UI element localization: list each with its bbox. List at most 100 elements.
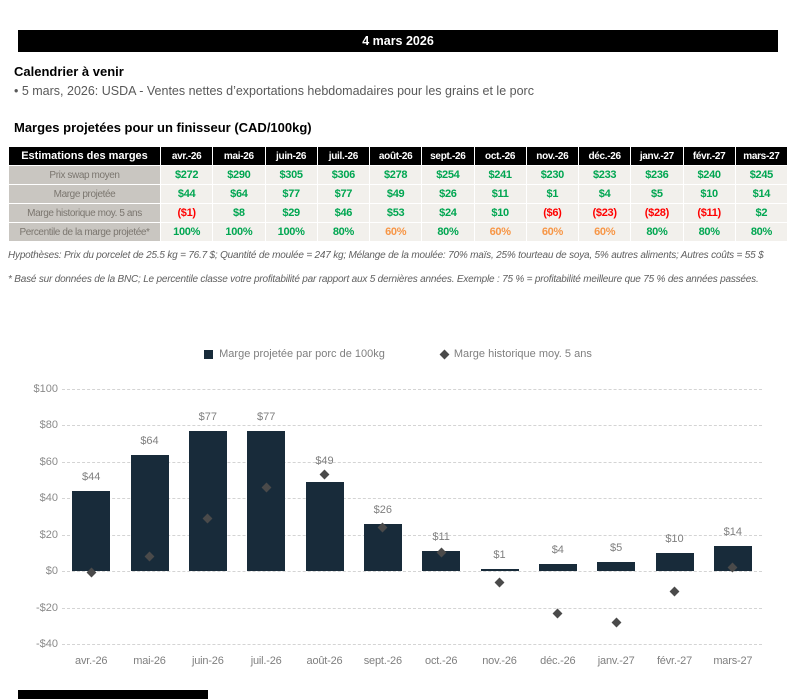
y-axis-label: $0: [45, 565, 58, 578]
bar: [305, 481, 344, 572]
bar-value-label: $64: [140, 434, 159, 447]
month-header: mars-27: [734, 146, 789, 166]
value-cell: $64: [212, 184, 266, 204]
value-cell: $236: [630, 165, 684, 185]
value-cell: $290: [212, 165, 266, 185]
row-label: Marge historique moy. 5 ans: [8, 203, 161, 223]
bar-value-label: $26: [373, 503, 392, 516]
month-header: août-26: [368, 146, 423, 166]
legend-item-historic-margin: Marge historique moy. 5 ans: [439, 348, 592, 360]
diamond-marker: [319, 469, 330, 480]
y-axis-label: -$20: [35, 601, 58, 614]
bar-value-label: $44: [81, 471, 101, 483]
x-axis-label: nov.-26: [482, 655, 517, 667]
chart-legend: Marge projetée par porc de 100kg Marge h…: [0, 348, 796, 360]
table-corner-header: Estimations des marges: [8, 146, 161, 166]
row-label: Percentile de la marge projetée*: [8, 222, 161, 242]
month-header: janv.-27: [630, 146, 684, 166]
table-body: Prix swap moyen $272 $290 $305 $306 $278 $254 $…: [8, 165, 789, 242]
value-cell: 80%: [316, 222, 371, 242]
plot-area: $100 $80 $60 $40 $20 $0 -$20 -$40 $44 avr.-26 $64 m…: [34, 383, 762, 667]
value-cell: $77: [264, 184, 318, 204]
table-row: Marge projetée $44 $64 $77 $77 $49 $26 $11 $1 $4 $…: [8, 184, 789, 204]
month-header: déc.-26: [577, 146, 632, 166]
diamond-series-swatch-icon: [439, 349, 450, 359]
gridline: [62, 498, 762, 500]
value-cell: $8: [212, 203, 266, 223]
gridline: [62, 607, 762, 609]
legend-item-projected-margin: Marge projetée par porc de 100kg: [204, 348, 385, 360]
gridline: [62, 644, 762, 645]
x-axis-label: févr.-27: [656, 655, 693, 667]
row-label: Marge projetée: [8, 184, 161, 204]
gridline: [62, 389, 762, 390]
table-row: Prix swap moyen $272 $290 $305 $306 $278 $254 $…: [8, 165, 789, 185]
value-cell: $230: [525, 165, 580, 185]
value-cell: 100%: [212, 222, 266, 242]
value-cell: $14: [734, 184, 789, 204]
value-cell: $233: [577, 165, 632, 185]
value-cell: $24: [421, 203, 475, 223]
value-cell: ($6): [525, 203, 580, 223]
value-cell: ($11): [682, 203, 736, 223]
bar-value-label: $5: [610, 542, 623, 555]
month-header: sept.-26: [421, 146, 475, 166]
value-cell: $241: [473, 165, 527, 185]
value-cell: 80%: [682, 222, 736, 242]
bar: [655, 552, 694, 572]
value-cell: $254: [421, 165, 475, 185]
next-section-banner: [18, 690, 208, 699]
percentile-footnote: * Basé sur données de la BNC; Le percent…: [8, 274, 759, 285]
diamond-marker: [552, 608, 563, 618]
bar: [597, 562, 636, 572]
x-axis-label: déc.-26: [540, 655, 576, 667]
value-cell: 100%: [264, 222, 318, 242]
value-cell: $272: [159, 165, 214, 185]
value-cell: 80%: [734, 222, 789, 242]
value-cell: $77: [316, 184, 371, 204]
bar-value-label: $11: [432, 531, 450, 544]
value-cell: 60%: [368, 222, 423, 242]
x-axis-label: mai-26: [133, 655, 166, 667]
bar-value-label: $77: [256, 410, 276, 423]
value-cell: 60%: [577, 222, 632, 242]
bar: [72, 491, 111, 572]
table-row: Marge historique moy. 5 ans ($1) $8 $29 $46 $…: [8, 203, 789, 223]
gridline: [62, 425, 762, 427]
x-axis-label: sept.-26: [363, 655, 402, 667]
x-axis-label: juil.-26: [250, 655, 282, 667]
bar: [480, 569, 519, 572]
bar: [538, 563, 577, 572]
bar-series-swatch-icon: [204, 349, 214, 359]
value-cell: 100%: [159, 222, 214, 242]
value-cell: $5: [630, 184, 684, 204]
value-cell: $46: [316, 203, 371, 223]
value-cell: $245: [734, 165, 789, 185]
bar-value-label: $77: [198, 410, 217, 423]
month-header: oct.-26: [473, 146, 527, 166]
month-header: juil.-26: [316, 146, 371, 166]
value-cell: $240: [682, 165, 736, 185]
gridline: [62, 534, 762, 536]
diamond-marker: [611, 617, 622, 628]
value-cell: $10: [473, 203, 527, 223]
bar: [188, 430, 227, 572]
bar-value-label: $10: [665, 532, 684, 545]
value-cell: $49: [368, 184, 423, 204]
y-axis-label: $40: [39, 492, 58, 505]
x-axis-label: juin-26: [192, 655, 224, 667]
bar: [422, 551, 461, 572]
value-cell: $29: [264, 203, 318, 223]
calendar-item: • 5 mars, 2026: USDA - Ventes nettes d’e…: [14, 84, 534, 98]
calendar-heading: Calendrier à venir: [14, 64, 124, 79]
margins-table: Estimations des marges avr.-26 mai-26 juin…: [8, 146, 789, 242]
y-axis-label: $20: [39, 528, 58, 541]
month-header: mai-26: [212, 146, 266, 166]
value-cell: 60%: [473, 222, 527, 242]
x-axis-label: août-26: [306, 655, 343, 667]
legend-label-diamond-series: Marge historique moy. 5 ans: [453, 348, 592, 360]
value-cell: $1: [525, 184, 580, 204]
value-cell: $53: [368, 203, 423, 223]
month-header: avr.-26: [159, 146, 214, 166]
